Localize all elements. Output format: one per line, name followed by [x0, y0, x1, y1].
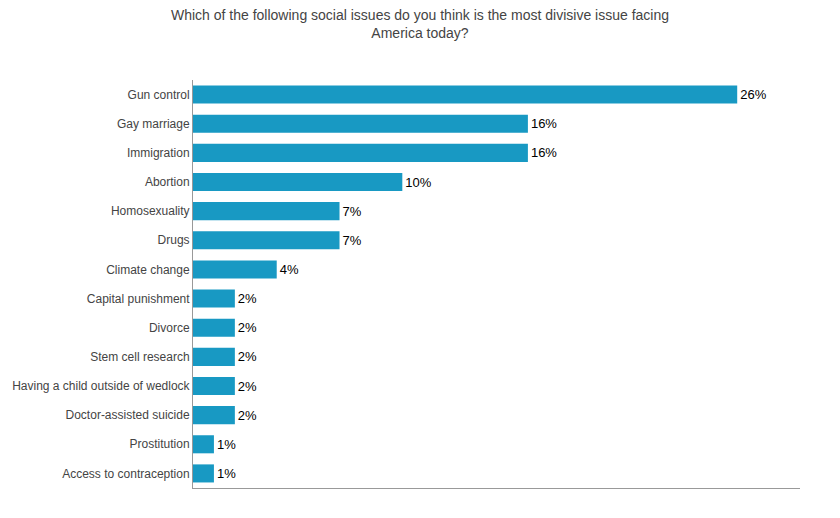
svg-text:2%: 2%: [238, 379, 257, 394]
svg-text:1%: 1%: [217, 466, 236, 481]
svg-text:Stem cell research: Stem cell research: [90, 350, 189, 364]
svg-text:Doctor-assisted suicide: Doctor-assisted suicide: [66, 408, 190, 422]
svg-text:4%: 4%: [280, 262, 299, 277]
svg-text:2%: 2%: [238, 320, 257, 335]
svg-text:2%: 2%: [238, 291, 257, 306]
svg-text:Access to contraception: Access to contraception: [62, 467, 189, 481]
svg-text:Having a child outside of wedl: Having a child outside of wedlock: [12, 379, 190, 393]
svg-text:7%: 7%: [343, 204, 362, 219]
svg-text:Climate change: Climate change: [106, 263, 190, 277]
svg-text:Immigration: Immigration: [127, 146, 190, 160]
svg-text:Capital punishment: Capital punishment: [87, 292, 190, 306]
svg-text:Gay marriage: Gay marriage: [117, 117, 190, 131]
svg-text:Prostitution: Prostitution: [130, 437, 190, 451]
svg-text:Gun control: Gun control: [128, 88, 190, 102]
svg-text:7%: 7%: [343, 233, 362, 248]
svg-text:1%: 1%: [217, 437, 236, 452]
svg-text:2%: 2%: [238, 349, 257, 364]
svg-text:Which of the following social: Which of the following social issues do …: [171, 7, 669, 41]
svg-text:16%: 16%: [531, 145, 557, 160]
svg-text:Divorce: Divorce: [149, 321, 190, 335]
svg-text:2%: 2%: [238, 408, 257, 423]
svg-text:10%: 10%: [405, 175, 431, 190]
svg-text:26%: 26%: [740, 87, 766, 102]
svg-text:Homosexuality: Homosexuality: [111, 204, 190, 218]
svg-text:Drugs: Drugs: [158, 233, 190, 247]
svg-text:Abortion: Abortion: [145, 175, 190, 189]
svg-text:16%: 16%: [531, 116, 557, 131]
